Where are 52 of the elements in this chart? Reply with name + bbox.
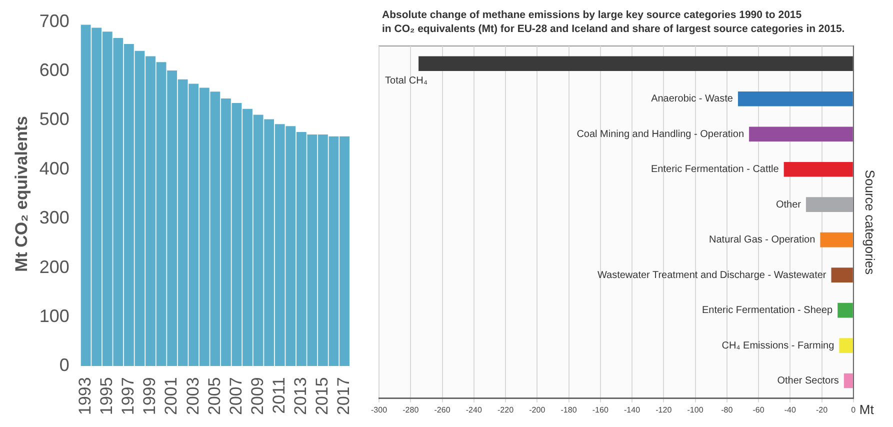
- y-tick-label: 0: [59, 355, 70, 376]
- x-tick-label: 2015: [312, 377, 332, 416]
- x-tick-label: 1993: [76, 377, 95, 416]
- chart-title: Absolute change of methane emissions by large key source categories 1990 to 2015: [382, 8, 803, 22]
- y-tick-label: Coal Mining and Handling - Operation: [576, 128, 744, 140]
- x-tick-label: 1995: [97, 377, 116, 416]
- y-tick-label: Enteric Fermentation - Sheep: [702, 305, 834, 316]
- x-tick-label: 1997: [118, 377, 138, 416]
- x-tick-label: -100: [687, 405, 704, 414]
- x-tick-label: -180: [560, 405, 578, 414]
- x-tick-label: -280: [402, 405, 420, 414]
- x-tick-label: -80: [721, 405, 734, 414]
- x-tick-label: -220: [498, 405, 514, 414]
- x-tick-label: -160: [592, 405, 609, 414]
- y-tick-label: 500: [39, 109, 70, 130]
- y-tick-label: CH₄ Emissions - Farming: [722, 340, 834, 352]
- y-tick-label: Wastewater Treatment and Discharge - Wastewater: [597, 270, 827, 281]
- x-tick-label: 2011: [270, 377, 289, 414]
- y-tick-label: 700: [39, 10, 70, 31]
- y-tick-label: Other Sectors: [777, 376, 839, 387]
- x-tick-label: 2005: [204, 377, 224, 416]
- y-axis-title: Mt CO₂ equivalents: [12, 116, 31, 272]
- y-tick-label: 100: [39, 306, 70, 326]
- y-tick-label: Natural Gas - Operation: [709, 234, 816, 246]
- x-tick-label: -40: [784, 405, 796, 414]
- x-tick-label: -60: [752, 405, 765, 414]
- x-tick-label: -240: [466, 405, 482, 414]
- x-tick-label: 0: [851, 405, 856, 414]
- y-tick-label: Total CH₄: [385, 75, 428, 86]
- x-tick-label: 2003: [183, 377, 202, 416]
- x-tick-label: -260: [434, 405, 451, 414]
- y-tick-label: 600: [39, 60, 70, 80]
- x-tick-label: 1999: [140, 377, 160, 416]
- y-tick-label: 400: [39, 158, 70, 178]
- y-tick-label: Anaerobic - Waste: [651, 94, 734, 105]
- x-tick-label: 2001: [162, 377, 181, 416]
- x-tick-label: -200: [529, 405, 546, 414]
- x-tick-label: -120: [656, 405, 672, 414]
- x-axis-title: Mt: [859, 402, 874, 417]
- y-tick-label: 300: [39, 208, 70, 228]
- x-tick-label: 2007: [226, 377, 246, 416]
- x-tick-label: -20: [816, 405, 828, 414]
- y-axis-title: Source categories: [862, 170, 878, 276]
- chart-subtitle: in CO₂ equivalents (Mt) for EU-28 and Iceland and share of largest source categories in 2015.: [382, 22, 846, 36]
- x-tick-label: -140: [624, 405, 641, 414]
- y-tick-label: Other: [776, 199, 802, 210]
- x-tick-label: 2017: [334, 377, 354, 416]
- x-tick-label: 2013: [291, 377, 310, 416]
- y-tick-label: Enteric Fermentation - Cattle: [650, 164, 780, 176]
- x-tick-label: -300: [371, 405, 388, 414]
- x-tick-label: 2009: [248, 377, 267, 416]
- y-tick-label: 200: [39, 256, 70, 277]
